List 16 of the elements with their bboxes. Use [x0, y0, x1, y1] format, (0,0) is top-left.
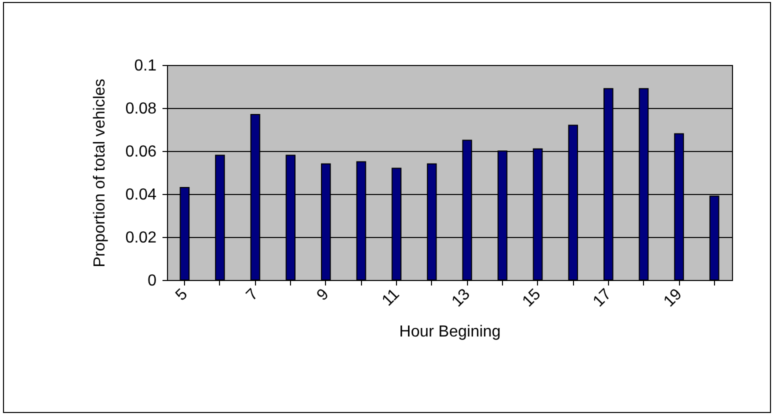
y-tick-label: 0: [148, 272, 157, 290]
x-tick-label: 15: [520, 286, 544, 310]
x-tick-label: 9: [314, 286, 332, 304]
y-tick-label: 0.06: [125, 144, 157, 160]
x-tick-label: 19: [660, 286, 686, 310]
x-tick-label: 13: [448, 286, 474, 310]
x-axis-title: Hour Begining: [399, 324, 501, 341]
y-tick-label: 0.04: [125, 186, 157, 204]
x-tick-label: 7: [243, 286, 262, 304]
y-tick-label: 0.02: [125, 230, 157, 246]
y-tick-label: 0.1: [134, 58, 157, 74]
x-tick-label: 11: [379, 286, 403, 310]
x-tick-label: 5: [172, 286, 192, 304]
y-axis-title: Proportion of total vehicles: [91, 78, 108, 268]
y-tick-label: 0.08: [125, 100, 157, 118]
x-tick-label: 17: [590, 286, 615, 310]
